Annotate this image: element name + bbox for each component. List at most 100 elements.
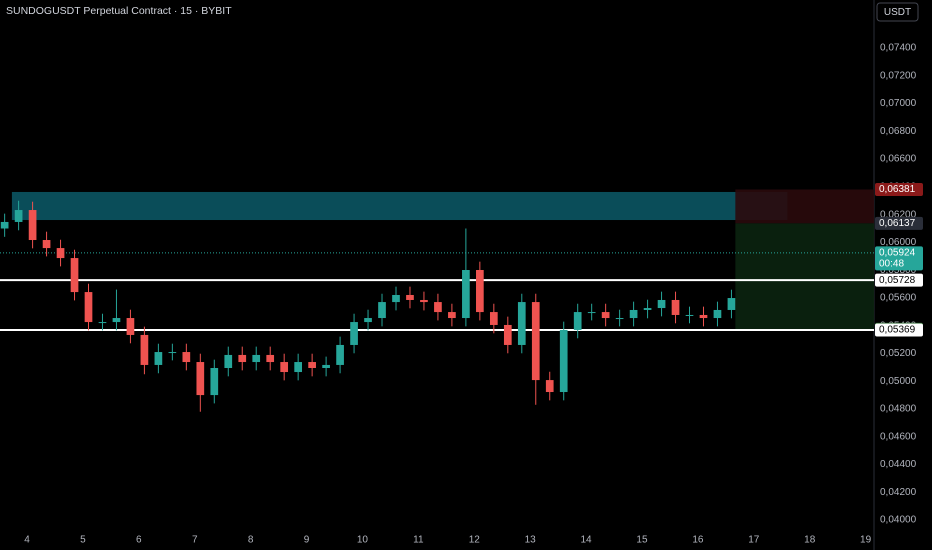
y-tick-label: 0,07200	[880, 70, 917, 81]
chart-title: SUNDOGUSDT Perpetual Contract · 15 · BYB…	[6, 5, 232, 17]
x-tick-label: 17	[748, 535, 760, 546]
candle-body	[98, 322, 107, 324]
y-tick-label: 0,04000	[880, 515, 917, 526]
candle-body	[70, 258, 79, 293]
candle-body	[126, 318, 135, 335]
x-tick-label: 4	[24, 535, 30, 546]
candle-body	[238, 354, 247, 363]
candle-body	[182, 352, 191, 363]
candle-body	[671, 299, 680, 315]
candle-body	[14, 210, 23, 222]
price-label: 0,06381	[879, 184, 916, 195]
candle-body	[601, 312, 610, 319]
price-label: 0,05728	[879, 275, 916, 286]
x-tick-label: 19	[860, 535, 872, 546]
price-label-box	[875, 273, 923, 287]
price-label-box	[875, 182, 923, 196]
y-tick-label: 0,05000	[880, 376, 917, 387]
price-label: 0,05924	[879, 248, 916, 259]
zone	[11, 191, 788, 221]
x-tick-label: 11	[413, 535, 424, 546]
candle-body	[392, 294, 400, 303]
candle-body	[140, 334, 149, 365]
x-tick-label: 15	[636, 535, 648, 546]
candle-body	[406, 294, 414, 300]
candle-body	[154, 352, 163, 365]
x-tick-label: 18	[804, 535, 816, 546]
currency-button[interactable]	[876, 2, 919, 22]
candle-body	[364, 318, 372, 323]
x-tick-label: 9	[304, 535, 310, 546]
candle-body	[629, 309, 638, 319]
candle-body	[476, 269, 484, 313]
zone	[735, 223, 874, 330]
price-label: 0,05369	[879, 325, 916, 336]
y-tick-label: 0,06200	[880, 209, 917, 220]
candle-body	[336, 344, 344, 365]
candle-body	[112, 318, 121, 323]
price-countdown: 00:48	[879, 259, 904, 270]
y-tick-label: 0,05600	[880, 293, 917, 304]
y-tick-label: 0,04600	[880, 431, 917, 442]
x-tick-label: 7	[192, 535, 198, 546]
x-tick-label: 5	[80, 535, 86, 546]
candle-body	[587, 312, 596, 314]
y-tick-label: 0,05200	[880, 348, 917, 359]
candle-body	[308, 362, 316, 369]
x-tick-label: 16	[692, 535, 704, 546]
candle-body	[517, 302, 526, 345]
x-tick-label: 13	[525, 535, 537, 546]
candle-body	[56, 248, 65, 259]
x-tick-label: 6	[136, 535, 142, 546]
candle-body	[573, 312, 582, 330]
y-tick-label: 0,04800	[880, 404, 917, 415]
candle-body	[462, 269, 470, 319]
price-label: 0,06137	[879, 218, 916, 229]
currency-label[interactable]: USDT	[884, 7, 911, 18]
candle-body	[727, 298, 736, 310]
candle-body	[28, 210, 37, 241]
y-tick-label: 0,06000	[880, 237, 917, 248]
candle-body	[42, 240, 51, 249]
x-tick-label: 14	[581, 535, 593, 546]
candle-body	[713, 309, 722, 319]
candle-body	[657, 299, 666, 309]
candle-body	[322, 364, 330, 369]
candle-body	[84, 292, 93, 323]
candle-body	[545, 380, 554, 393]
candle-body	[531, 302, 540, 381]
candle-body	[420, 299, 428, 303]
candle-body	[685, 314, 694, 316]
x-tick-label: 8	[248, 535, 254, 546]
candle-body	[0, 221, 9, 229]
y-tick-label: 0,06600	[880, 154, 917, 165]
candle-body	[224, 354, 233, 369]
candle-body	[699, 314, 708, 319]
candle-body	[448, 312, 456, 319]
candle-body	[350, 322, 358, 345]
candle-body	[503, 324, 512, 345]
x-tick-label: 12	[469, 535, 481, 546]
candle-body	[280, 362, 289, 373]
y-tick-label: 0,07000	[880, 98, 917, 109]
y-tick-label: 0,04200	[880, 487, 917, 498]
candle-body	[266, 354, 275, 363]
candle-body	[168, 352, 177, 354]
price-label-box	[875, 216, 923, 230]
candle-body	[196, 362, 205, 396]
y-tick-label: 0,04400	[880, 459, 917, 470]
candle-body	[643, 308, 652, 310]
candle-body	[294, 362, 302, 373]
candle-body	[559, 329, 568, 393]
candle-body	[378, 302, 386, 319]
candle-body	[210, 368, 219, 396]
x-tick-label: 10	[357, 535, 369, 546]
candle-body	[434, 302, 442, 313]
candle-body	[252, 354, 261, 363]
y-tick-label: 0,06800	[880, 126, 917, 137]
candle-body	[489, 312, 498, 325]
zone	[735, 189, 874, 224]
y-tick-label: 0,07400	[880, 43, 917, 54]
